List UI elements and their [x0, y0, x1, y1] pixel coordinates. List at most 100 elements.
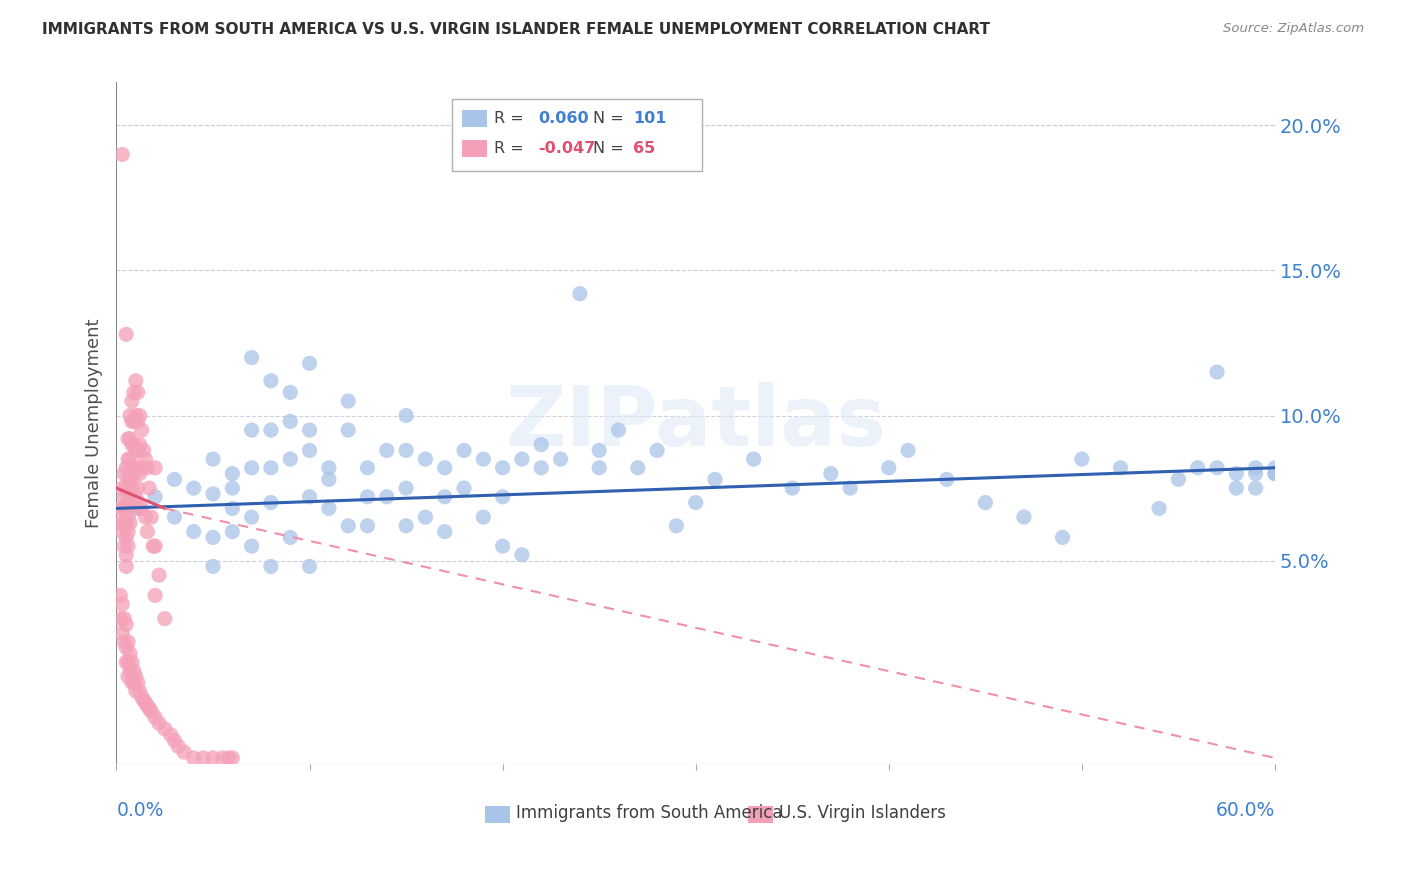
- Point: [278, 414, 301, 428]
- Point: [1167, 472, 1189, 486]
- Point: [491, 539, 513, 553]
- Point: [112, 612, 135, 626]
- Bar: [485, 806, 510, 823]
- Point: [125, 490, 148, 504]
- Point: [221, 501, 243, 516]
- Point: [110, 501, 132, 516]
- Point: [433, 490, 456, 504]
- Point: [134, 510, 156, 524]
- Point: [125, 670, 148, 684]
- Point: [148, 568, 170, 582]
- Point: [136, 460, 159, 475]
- Point: [121, 460, 143, 475]
- Point: [115, 640, 138, 655]
- Point: [974, 495, 997, 509]
- Point: [117, 490, 139, 504]
- Point: [356, 490, 378, 504]
- Text: IMMIGRANTS FROM SOUTH AMERICA VS U.S. VIRGIN ISLANDER FEMALE UNEMPLOYMENT CORREL: IMMIGRANTS FROM SOUTH AMERICA VS U.S. VI…: [42, 22, 990, 37]
- Point: [1244, 481, 1267, 495]
- Point: [117, 510, 139, 524]
- Point: [260, 374, 283, 388]
- Point: [472, 510, 495, 524]
- Point: [433, 524, 456, 539]
- Point: [128, 467, 150, 481]
- Point: [588, 443, 610, 458]
- Point: [112, 467, 135, 481]
- Point: [1264, 467, 1286, 481]
- Point: [820, 467, 842, 481]
- Point: [115, 327, 138, 342]
- Point: [118, 516, 141, 530]
- Point: [1147, 501, 1170, 516]
- Point: [298, 490, 321, 504]
- Text: 0.060: 0.060: [538, 111, 589, 126]
- Point: [607, 423, 630, 437]
- Point: [115, 530, 138, 544]
- Point: [127, 443, 149, 458]
- Point: [472, 452, 495, 467]
- Point: [115, 481, 138, 495]
- Point: [131, 690, 153, 704]
- Point: [115, 460, 138, 475]
- Point: [839, 481, 862, 495]
- Point: [1012, 510, 1035, 524]
- Point: [148, 716, 170, 731]
- Point: [1244, 460, 1267, 475]
- Point: [491, 460, 513, 475]
- Point: [121, 394, 143, 409]
- Point: [143, 490, 166, 504]
- Point: [1225, 481, 1247, 495]
- Point: [131, 501, 153, 516]
- Point: [260, 559, 283, 574]
- Point: [395, 481, 418, 495]
- Point: [134, 452, 156, 467]
- Point: [183, 524, 205, 539]
- Point: [298, 559, 321, 574]
- Point: [395, 443, 418, 458]
- Point: [645, 443, 668, 458]
- Point: [510, 548, 533, 562]
- Point: [159, 728, 181, 742]
- Point: [115, 548, 138, 562]
- Point: [240, 423, 263, 437]
- Point: [125, 501, 148, 516]
- Point: [118, 495, 141, 509]
- Point: [136, 698, 159, 713]
- Point: [173, 745, 195, 759]
- Text: -0.047: -0.047: [538, 141, 595, 155]
- Text: ZIPatlas: ZIPatlas: [505, 383, 886, 463]
- Point: [240, 460, 263, 475]
- Point: [115, 518, 138, 533]
- Point: [742, 452, 765, 467]
- Point: [118, 409, 141, 423]
- Point: [218, 751, 240, 765]
- Point: [125, 443, 148, 458]
- Point: [117, 655, 139, 669]
- Text: Source: ZipAtlas.com: Source: ZipAtlas.com: [1223, 22, 1364, 36]
- Point: [337, 394, 360, 409]
- Point: [142, 539, 165, 553]
- Point: [395, 518, 418, 533]
- Point: [356, 518, 378, 533]
- Point: [143, 539, 166, 553]
- Point: [935, 472, 957, 486]
- Point: [163, 510, 186, 524]
- Point: [118, 664, 141, 678]
- Point: [1109, 460, 1132, 475]
- Text: R =: R =: [494, 111, 529, 126]
- Point: [550, 452, 572, 467]
- Point: [128, 501, 150, 516]
- Point: [143, 460, 166, 475]
- Point: [780, 481, 803, 495]
- Point: [211, 751, 233, 765]
- Point: [1206, 460, 1229, 475]
- Point: [132, 443, 155, 458]
- Point: [134, 696, 156, 710]
- Point: [112, 539, 135, 553]
- Point: [112, 516, 135, 530]
- Point: [877, 460, 900, 475]
- Bar: [461, 110, 488, 127]
- Point: [202, 487, 225, 501]
- Bar: [748, 806, 773, 823]
- Point: [356, 460, 378, 475]
